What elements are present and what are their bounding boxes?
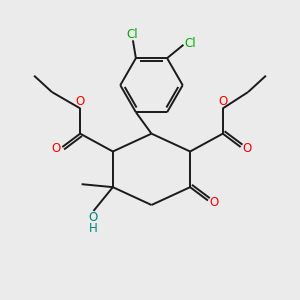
Text: O: O — [210, 196, 219, 208]
Text: Cl: Cl — [184, 37, 196, 50]
Text: Cl: Cl — [127, 28, 138, 41]
Text: O: O — [88, 211, 98, 224]
Text: H: H — [88, 222, 97, 235]
Text: O: O — [243, 142, 252, 155]
Text: O: O — [76, 95, 85, 108]
Text: O: O — [218, 95, 227, 108]
Text: O: O — [51, 142, 60, 155]
